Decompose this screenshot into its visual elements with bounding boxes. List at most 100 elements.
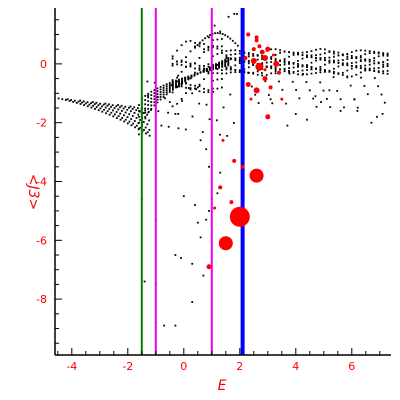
data-point (212, 68, 214, 71)
highlight-point (254, 35, 259, 40)
data-point (356, 106, 359, 109)
data-point (297, 66, 299, 68)
data-point (134, 126, 136, 129)
data-point (350, 67, 353, 70)
data-point (373, 50, 376, 53)
data-point (221, 60, 224, 62)
data-point (319, 48, 322, 50)
data-point (254, 93, 257, 96)
data-point (147, 96, 150, 99)
data-point (359, 56, 362, 59)
data-point (176, 63, 178, 66)
data-point (339, 110, 342, 112)
data-point (207, 49, 210, 52)
data-point (138, 133, 140, 136)
data-point (150, 107, 153, 110)
data-point (233, 13, 236, 15)
data-point (225, 55, 228, 58)
data-point (159, 98, 162, 101)
data-point (326, 98, 328, 100)
data-point (288, 67, 290, 69)
data-point (376, 115, 378, 118)
data-point (180, 64, 183, 66)
data-point (175, 83, 177, 86)
data-point (138, 104, 140, 106)
data-point (203, 43, 205, 45)
data-point (159, 96, 162, 98)
data-point (143, 280, 146, 283)
data-point (221, 78, 223, 80)
data-point (364, 69, 367, 72)
data-point (97, 109, 100, 112)
data-point (128, 120, 131, 123)
data-point (168, 85, 171, 88)
data-point (198, 102, 201, 105)
data-point (219, 171, 222, 174)
x-tick-label: 0 (180, 360, 187, 373)
data-point (346, 62, 349, 65)
data-point (341, 59, 344, 61)
data-point (175, 85, 177, 87)
data-point (366, 93, 369, 96)
data-point (216, 72, 219, 75)
data-point (180, 98, 183, 100)
data-point (310, 50, 313, 52)
data-point (297, 53, 299, 56)
data-point (310, 54, 313, 57)
data-point (349, 84, 352, 87)
data-point (274, 59, 277, 62)
data-point (208, 165, 210, 168)
data-point (337, 65, 340, 68)
data-point (201, 131, 204, 133)
data-point (199, 139, 202, 142)
highlight-point (255, 62, 264, 71)
data-point (130, 124, 133, 127)
data-point (194, 62, 196, 65)
data-point (224, 62, 227, 65)
data-point (271, 102, 274, 105)
data-point (368, 52, 371, 54)
data-point (208, 118, 211, 121)
data-point (221, 64, 224, 67)
data-point (329, 106, 332, 108)
data-point (205, 70, 208, 72)
data-point (159, 88, 162, 91)
highlight-point (257, 44, 262, 49)
data-point (168, 89, 171, 92)
data-point (292, 54, 295, 56)
data-point (292, 66, 295, 69)
data-point (324, 69, 326, 71)
highlight-point (249, 97, 253, 101)
highlight-point (277, 70, 281, 75)
data-point (181, 100, 183, 102)
data-point (341, 71, 344, 74)
data-point (194, 46, 196, 49)
data-point (139, 126, 142, 129)
data-point (159, 86, 162, 88)
data-point (216, 68, 219, 70)
data-point (386, 72, 389, 75)
data-point (212, 46, 214, 49)
data-point (310, 61, 313, 64)
data-point (216, 45, 219, 48)
data-point (320, 101, 322, 103)
data-point (178, 84, 180, 87)
data-point (191, 301, 194, 303)
data-point (301, 57, 304, 60)
data-point (204, 37, 206, 40)
data-point (224, 61, 227, 64)
data-point (324, 48, 326, 51)
data-point (206, 35, 209, 38)
data-point (301, 54, 304, 56)
data-point (355, 65, 358, 67)
data-point (175, 86, 177, 89)
data-point (65, 99, 67, 101)
data-point (144, 126, 147, 129)
data-point (339, 98, 342, 101)
data-point (247, 62, 250, 65)
data-point (346, 76, 349, 79)
data-point (381, 113, 384, 115)
data-point (171, 105, 174, 108)
data-point (202, 274, 205, 277)
data-point (310, 56, 313, 59)
